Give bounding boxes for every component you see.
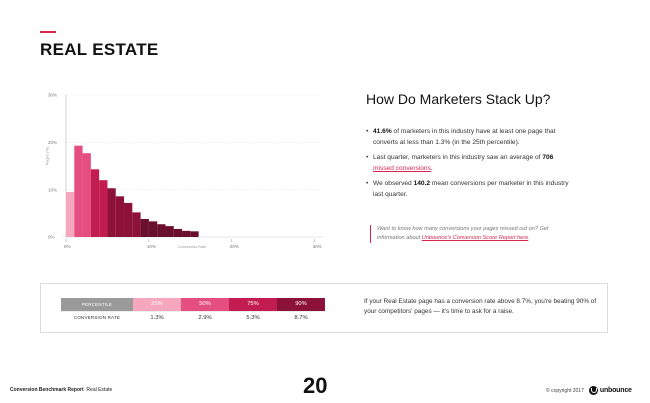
percentile-panel: PERCENTILE 25% 50% 75% 90% CONVERSION RA… [40, 283, 608, 333]
conversion-score-report-link[interactable]: Unbounce's Conversion Score Report here [421, 235, 529, 241]
stat-value: 41.6% [373, 128, 392, 135]
footer-report-label: Conversion Benchmark Report Real Estate [10, 387, 112, 393]
conversion-histogram: Pages (%) 0% 10% 20% 30% 0% 10% 20% 30% Conversi… [38, 86, 328, 256]
stat-value: 706 [542, 154, 554, 161]
missed-conversions-link[interactable]: missed conversions [373, 164, 431, 172]
page-title: REAL ESTATE [40, 40, 159, 59]
percentile-table: PERCENTILE 25% 50% 75% 90% CONVERSION RA… [61, 298, 325, 324]
percentile-90: 90% [277, 298, 325, 311]
percentile-75: 75% [229, 298, 277, 311]
chart-svg: 0% 10% 20% 30% 0% 10% 20% 30% Conversion Rate [48, 93, 323, 249]
percentile-25: 25% [133, 298, 181, 311]
copyright-text: © copyright 2017 [546, 387, 584, 394]
histogram-bar [132, 212, 141, 237]
y-tick-label: 20% [48, 140, 57, 145]
unbounce-logo-icon [588, 386, 598, 395]
conversion-score-callout: Want to know how many conversions your p… [370, 225, 575, 243]
brand-name: unbounce [599, 387, 632, 394]
histogram-bar [165, 226, 174, 237]
stat-value: 140.2 [413, 180, 431, 187]
x-tick-label: 30% [313, 244, 322, 249]
section-title: How Do Marketers Stack Up? [366, 91, 551, 107]
stat-item: We observed 140.2 mean conversions per m… [366, 179, 576, 200]
x-tick-label: 0% [64, 244, 71, 249]
conversion-rate-25: 1.3% [133, 310, 181, 324]
y-tick-label: 10% [48, 187, 57, 192]
histogram-bar [182, 230, 191, 237]
histogram-bar [74, 145, 83, 237]
histogram-bar [90, 169, 100, 237]
percentile-row-label: PERCENTILE [61, 298, 133, 311]
stats-list: 41.6% of marketers in this industry have… [366, 127, 576, 205]
histogram-bar [66, 192, 75, 237]
x-tick-label: 20% [230, 244, 239, 249]
conversion-rate-row: CONVERSION RATE 1.3% 2.9% 5.3% 8.7% [61, 310, 325, 324]
histogram-bar [173, 228, 183, 237]
page-number: 20 [303, 373, 328, 398]
histogram-bar [82, 153, 91, 237]
footer-copyright: © copyright 2017 unbounce [546, 386, 632, 395]
stat-item: 41.6% of marketers in this industry have… [366, 127, 576, 148]
conversion-rate-50: 2.9% [181, 310, 229, 324]
histogram-bar [148, 221, 158, 237]
accent-line [40, 31, 56, 33]
percentile-note: If your Real Estate page has a conversio… [364, 298, 597, 315]
y-tick-label: 0% [48, 235, 55, 240]
histogram-bar [190, 231, 199, 237]
conversion-rate-90: 8.7% [277, 310, 325, 324]
x-tick-label: 10% [147, 244, 156, 249]
histogram-bar [99, 180, 108, 237]
histogram-bar [157, 224, 166, 237]
stat-item: Last quarter, marketers in this industry… [366, 153, 576, 174]
report-section: Real Estate [86, 387, 113, 393]
report-name: Conversion Benchmark Report [10, 387, 84, 393]
histogram-bar [124, 202, 133, 237]
percentile-50: 50% [181, 298, 229, 311]
percentile-header-row: PERCENTILE 25% 50% 75% 90% [61, 298, 325, 311]
conversion-rate-label: CONVERSION RATE [61, 310, 133, 324]
histogram-bar [107, 188, 116, 237]
brand-logo: unbounce [588, 386, 632, 395]
y-tick-label: 30% [48, 93, 57, 98]
histogram-bar [115, 196, 125, 237]
histogram-bar [140, 219, 149, 237]
conversion-rate-75: 5.3% [229, 310, 277, 324]
x-axis-label: Conversion Rate [178, 245, 206, 249]
